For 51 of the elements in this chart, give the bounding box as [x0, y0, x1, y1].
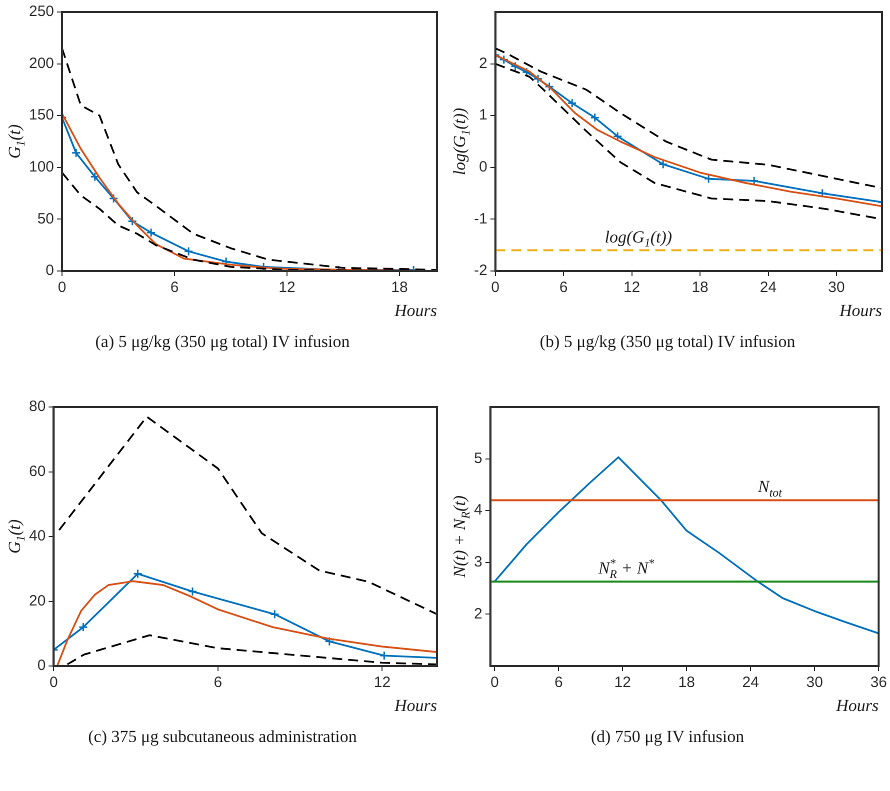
x-axis-title: Hours [393, 696, 438, 715]
y-tick-label: 250 [28, 3, 54, 20]
y-tick-label: 40 [28, 528, 46, 545]
x-tick-label: 0 [491, 279, 500, 296]
x-axis-title: Hours [835, 696, 880, 715]
y-tick-label: 0 [478, 158, 488, 176]
x-tick-label: 6 [170, 279, 179, 296]
x-axis-title: Hours [838, 301, 882, 320]
x-tick-label: 18 [692, 279, 708, 296]
x-tick-label: 12 [374, 674, 391, 692]
y-tick-label: -2 [474, 262, 488, 280]
y-tick-label: 0 [46, 262, 54, 280]
text: (c) 375 μg subcutaneous administration [87, 727, 358, 747]
x-tick-label: 0 [490, 674, 499, 692]
y-tick-label: 60 [28, 462, 46, 480]
y-tick-label: 2 [474, 605, 482, 622]
y-tick-label: 150 [28, 106, 54, 124]
x-tick-label: 18 [678, 674, 695, 692]
x-tick-label: 0 [58, 279, 66, 296]
y-tick-label: -1 [474, 210, 488, 228]
y-axis-title: G1(t) [5, 519, 28, 554]
x-tick-label: 12 [614, 674, 631, 692]
text: (d) 750 μg IV infusion [590, 727, 746, 747]
x-tick-label: 24 [760, 279, 777, 296]
x-tick-label: 12 [278, 279, 296, 296]
y-axis-title: log(G1(t)) [450, 108, 472, 176]
y-tick-label: 100 [28, 158, 54, 176]
y-tick-label: 2 [478, 54, 488, 72]
x-axis-title: Hours [393, 301, 438, 320]
y-tick-label: 0 [37, 657, 46, 674]
x-tick-label: 36 [870, 674, 887, 692]
y-axis-title: N(t) + NR(t) [450, 495, 472, 578]
y-tick-label: 4 [474, 502, 482, 519]
y-axis-title: G1(t) [5, 124, 28, 159]
x-tick-label: 12 [623, 279, 640, 296]
y-tick-label: 50 [37, 210, 54, 228]
x-tick-label: 30 [828, 279, 845, 296]
x-tick-label: 6 [554, 674, 563, 692]
x-tick-label: 18 [391, 279, 408, 296]
x-tick-label: 6 [214, 674, 222, 692]
x-tick-label: 30 [806, 674, 823, 692]
y-tick-label: 80 [28, 398, 46, 416]
y-tick-label: 20 [28, 592, 46, 610]
y-tick-label: 1 [478, 106, 488, 124]
x-tick-label: 24 [742, 674, 759, 692]
text: (a) 5 μg/kg (350 μg total) IV infusion [94, 332, 351, 352]
text: (b) 5 μg/kg (350 μg total) IV infusion [538, 332, 796, 352]
x-tick-label: 6 [559, 279, 568, 296]
y-tick-label: 5 [474, 450, 482, 467]
y-tick-label: 200 [28, 54, 54, 72]
y-tick-label: 3 [474, 554, 482, 571]
